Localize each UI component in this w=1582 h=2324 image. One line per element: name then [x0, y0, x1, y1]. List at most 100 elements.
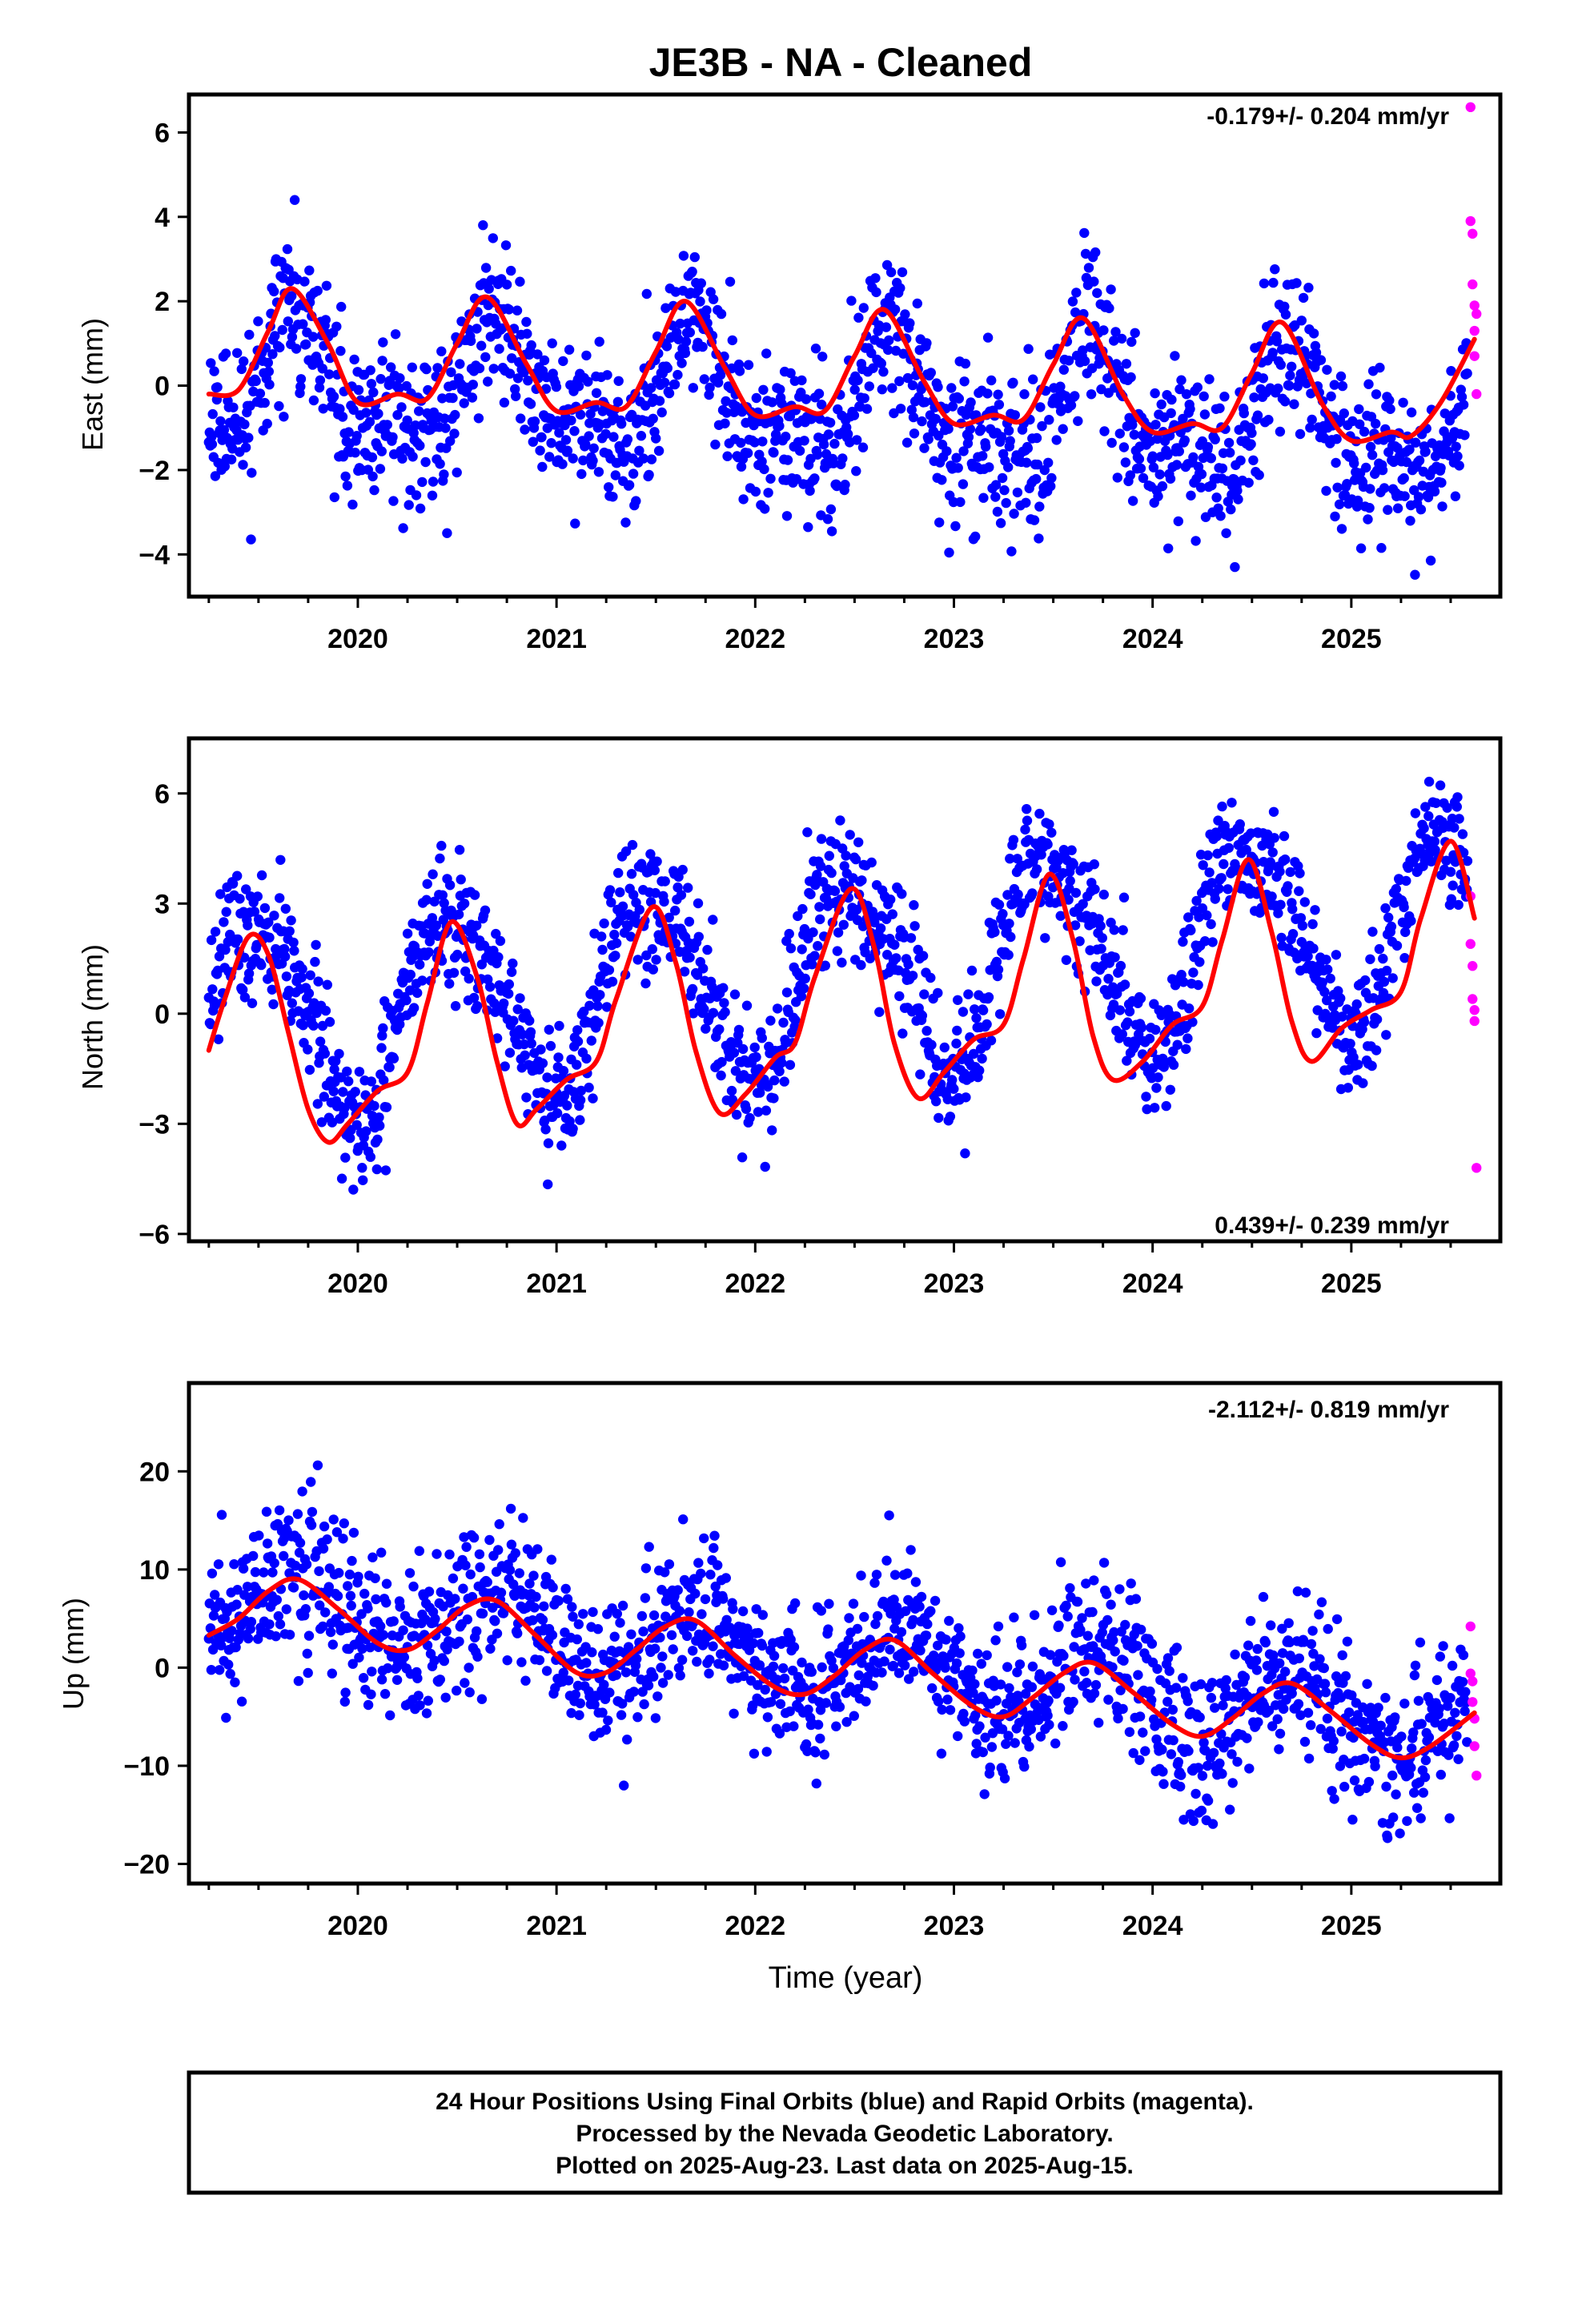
east-final-point	[364, 416, 375, 427]
east-final-point	[1213, 503, 1223, 513]
north-final-point	[1044, 819, 1054, 830]
up-rapid-point	[1469, 1741, 1480, 1751]
east-final-point	[536, 432, 547, 443]
up-final-point	[705, 1655, 715, 1665]
east-final-point	[1334, 499, 1345, 509]
up-final-point	[1407, 1743, 1417, 1754]
east-final-point	[1109, 336, 1119, 346]
up-y-tick-label: 0	[155, 1653, 170, 1683]
up-final-point	[1004, 1683, 1014, 1694]
north-final-point	[343, 1076, 354, 1087]
up-final-point	[1120, 1619, 1130, 1630]
east-final-point	[299, 276, 310, 287]
east-final-point	[749, 437, 760, 448]
up-final-point	[1199, 1737, 1209, 1748]
up-final-point	[1460, 1687, 1471, 1697]
north-final-point	[1168, 1059, 1179, 1070]
east-final-point	[1003, 425, 1014, 436]
east-final-point	[1058, 364, 1070, 375]
north-final-point	[813, 941, 823, 951]
east-final-point	[361, 408, 371, 418]
north-final-point	[329, 1064, 339, 1075]
up-final-point	[885, 1608, 896, 1619]
east-final-point	[942, 446, 952, 456]
east-final-point	[734, 366, 745, 376]
up-final-point	[640, 1593, 651, 1603]
east-final-point	[742, 448, 753, 458]
east-final-point	[395, 373, 405, 384]
north-final-point	[448, 967, 460, 979]
east-final-point	[696, 278, 706, 288]
north-final-point	[1110, 952, 1120, 963]
up-final-point	[915, 1645, 926, 1656]
east-final-point	[525, 399, 536, 409]
up-final-point	[383, 1663, 393, 1674]
north-final-point	[376, 1043, 387, 1053]
up-final-point	[378, 1630, 388, 1640]
north-final-point	[797, 944, 807, 955]
north-final-point	[659, 896, 669, 907]
east-final-point	[488, 233, 498, 243]
north-final-point	[945, 1112, 956, 1122]
up-final-point	[229, 1559, 239, 1570]
north-final-point	[869, 917, 880, 928]
up-final-point	[376, 1675, 387, 1685]
east-final-point	[943, 424, 954, 434]
east-final-point	[1127, 496, 1138, 506]
east-final-point	[919, 443, 930, 453]
east-final-point	[1170, 351, 1180, 361]
east-final-point	[239, 356, 249, 367]
east-final-point	[805, 485, 815, 497]
north-final-point	[1207, 878, 1217, 888]
north-final-point	[435, 853, 445, 864]
up-final-point	[1293, 1699, 1304, 1709]
up-final-point	[1392, 1742, 1403, 1753]
east-final-point	[1221, 528, 1231, 538]
east-final-point	[263, 357, 273, 368]
up-final-point	[997, 1724, 1008, 1735]
east-final-point	[937, 475, 947, 485]
north-final-point	[866, 857, 877, 868]
north-final-point	[1410, 808, 1421, 818]
up-final-point	[834, 1702, 845, 1712]
up-final-point	[338, 1534, 348, 1544]
north-final-point	[714, 1024, 725, 1035]
east-final-point	[664, 388, 675, 399]
up-final-point	[856, 1570, 866, 1581]
east-final-point	[349, 354, 359, 365]
east-final-point	[578, 455, 588, 466]
up-rapid-point	[1468, 1697, 1478, 1707]
east-final-point	[877, 384, 888, 395]
up-final-point	[344, 1569, 355, 1580]
east-final-point	[1176, 375, 1186, 385]
up-final-point	[817, 1662, 827, 1673]
east-final-point	[1099, 426, 1110, 436]
up-final-point	[261, 1506, 272, 1517]
up-final-point	[1158, 1767, 1168, 1777]
east-final-point	[519, 367, 529, 377]
up-final-point	[1458, 1650, 1469, 1660]
up-final-point	[306, 1520, 317, 1530]
north-final-point	[1098, 889, 1110, 900]
east-final-point	[206, 358, 216, 368]
north-final-point	[693, 931, 704, 943]
up-final-point	[937, 1704, 947, 1715]
up-final-point	[1203, 1760, 1213, 1771]
east-final-point	[1196, 468, 1207, 480]
east-final-point	[440, 423, 451, 433]
north-final-point	[968, 1048, 979, 1059]
north-final-point	[838, 919, 849, 931]
up-final-point	[1251, 1655, 1262, 1666]
north-x-tick-label: 2020	[327, 1269, 388, 1299]
east-final-point	[275, 342, 285, 353]
north-final-point	[1420, 802, 1431, 812]
north-final-point	[243, 968, 255, 979]
up-final-point	[870, 1618, 881, 1630]
up-y-tick-label: 10	[139, 1555, 170, 1586]
north-final-point	[994, 899, 1005, 910]
north-final-point	[1423, 776, 1435, 787]
north-final-point	[998, 909, 1008, 919]
up-final-point	[648, 1610, 660, 1621]
east-final-point	[488, 364, 499, 374]
east-final-point	[315, 375, 326, 385]
